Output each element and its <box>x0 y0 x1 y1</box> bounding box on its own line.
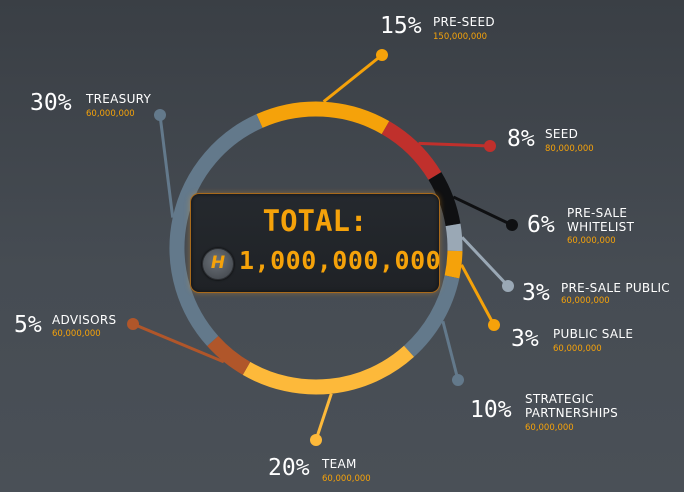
slice-amount-strategic: 60,000,000 <box>525 423 574 433</box>
donut-slice-strategic <box>403 275 460 357</box>
slice-percent-treasury: 30% <box>30 90 72 116</box>
donut-slice-treasury <box>169 114 263 347</box>
slice-percent-advisors: 5% <box>14 312 42 338</box>
leader-line-strategic <box>441 320 460 381</box>
donut-slice-public <box>445 223 463 252</box>
slice-amount-advisors: 60,000,000 <box>52 329 101 339</box>
leader-dot-preseed <box>376 49 388 61</box>
leader-line-whitelist <box>452 195 513 227</box>
slice-amount-publicsale: 60,000,000 <box>553 344 602 354</box>
leader-dot-public <box>502 280 514 292</box>
slice-name-public: PRE-SALE PUBLIC <box>561 281 670 295</box>
slice-name-whitelist: PRE-SALE WHITELIST <box>567 206 635 234</box>
leader-line-advisors <box>132 322 225 364</box>
leader-line-seed <box>418 141 491 148</box>
leader-dot-strategic <box>452 374 464 386</box>
slice-amount-treasury: 60,000,000 <box>86 109 135 119</box>
slice-name-preseed: PRE-SEED <box>433 15 495 29</box>
donut-slice-seed <box>381 121 442 181</box>
donut-slice-preseed <box>256 101 390 135</box>
hbar-coin-icon: H <box>202 248 234 280</box>
total-title: TOTAL: <box>262 204 368 238</box>
leader-line-public <box>461 236 510 288</box>
slice-percent-publicsale: 3% <box>511 326 539 352</box>
slice-amount-whitelist: 60,000,000 <box>567 236 616 246</box>
slice-name-advisors: ADVISORS <box>52 313 117 327</box>
leader-dot-seed <box>484 140 496 152</box>
donut-slice-publicsale <box>444 250 463 279</box>
slice-percent-team: 20% <box>268 455 310 481</box>
slice-name-team: TEAM <box>322 457 357 471</box>
leader-line-treasury <box>158 114 175 218</box>
slice-amount-seed: 80,000,000 <box>545 144 594 154</box>
leader-line-publicsale <box>460 264 496 326</box>
leader-dot-advisors <box>127 318 139 330</box>
slice-amount-public: 60,000,000 <box>561 296 610 306</box>
donut-ring <box>169 101 463 395</box>
slice-amount-preseed: 150,000,000 <box>433 32 488 42</box>
slice-percent-whitelist: 6% <box>527 212 555 238</box>
slice-name-publicsale: PUBLIC SALE <box>553 327 634 341</box>
slice-amount-team: 60,000,000 <box>322 474 371 484</box>
leader-lines <box>127 49 518 446</box>
total-panel: TOTAL: H 1,000,000,000 <box>190 193 442 293</box>
slice-percent-strategic: 10% <box>470 397 512 423</box>
leader-dot-treasury <box>154 109 166 121</box>
slice-name-strategic: STRATEGIC PARTNERSHIPS <box>525 392 619 420</box>
slice-percent-seed: 8% <box>507 126 535 152</box>
leader-line-team <box>314 393 333 441</box>
slice-name-treasury: TREASURY <box>86 92 152 106</box>
leader-line-preseed <box>322 53 383 103</box>
donut-slice-whitelist <box>428 172 461 227</box>
donut-slice-team <box>242 345 415 395</box>
slice-percent-preseed: 15% <box>380 13 422 39</box>
leader-dot-team <box>310 434 322 446</box>
coin-glyph: H <box>210 253 226 273</box>
total-value: 1,000,000,000 <box>239 246 442 275</box>
donut-slice-advisors <box>207 335 251 375</box>
leader-dot-whitelist <box>506 219 518 231</box>
slice-percent-public: 3% <box>522 280 550 306</box>
slice-name-seed: SEED <box>545 127 579 141</box>
leader-dot-publicsale <box>488 319 500 331</box>
